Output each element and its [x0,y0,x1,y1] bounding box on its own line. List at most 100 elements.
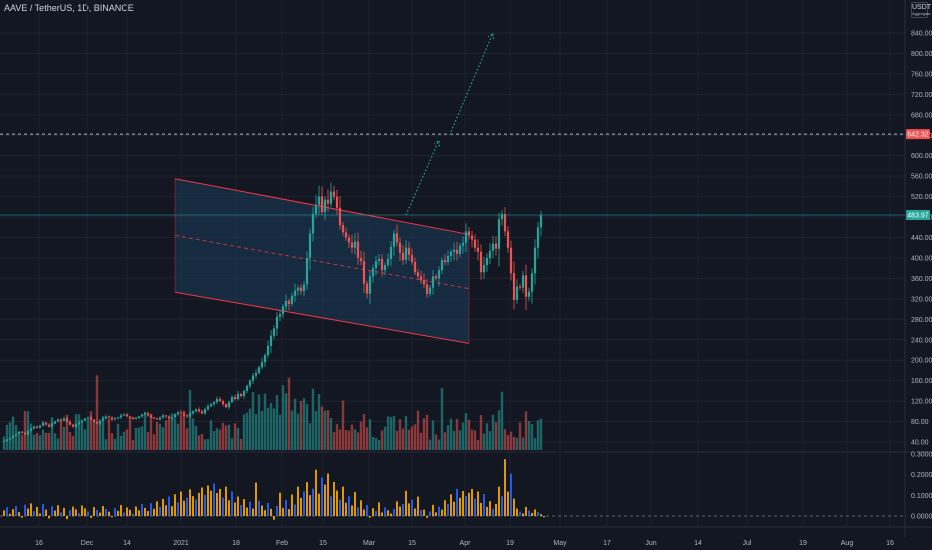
x-tick-label: 14 [123,540,131,547]
candle-body [341,225,345,233]
osc-bar [171,506,173,516]
candle-body [389,246,393,259]
candle-body [539,215,543,228]
volume-bar [8,422,12,450]
candle-body [218,399,222,402]
candle-body [320,196,324,212]
candle-body [35,426,39,428]
osc-tick-label: 0.2000 [911,472,932,479]
y-tick-label: 800.00 [911,51,932,58]
volume-bar [158,423,162,450]
candle-body [26,430,30,435]
volume-bar [92,422,96,450]
candle-body [2,440,6,442]
y-tick-label: 240.00 [911,337,932,344]
currency-button[interactable]: USDT Aggregate [911,2,931,18]
volume-bar [314,411,318,450]
osc-bar [423,509,425,516]
volume-bar [512,436,516,450]
osc-bar [12,509,14,516]
candle-body [377,258,381,262]
osc-bar [324,484,326,516]
osc-bar [222,497,224,516]
y-tick-label: 400.00 [911,255,932,262]
candle-body [257,367,261,373]
osc-bar [456,488,458,516]
candle-body [233,397,237,400]
candle-body [251,375,255,381]
volume-bar [536,420,540,450]
volume-bar [293,398,297,450]
candle-body [518,286,522,288]
osc-bar [144,507,146,516]
volume-bar [209,420,213,450]
volume-bar [56,438,60,450]
osc-bar [357,507,359,516]
osc-bar [261,505,263,516]
candle-body [332,191,336,197]
volume-bar [395,430,399,450]
candle-body [446,255,450,263]
y-tick-label: 840.00 [911,31,932,38]
candle-body [77,422,81,425]
osc-bar [474,498,476,516]
candle-body [371,268,375,277]
volume-bar [188,389,192,450]
osc-bar [174,494,176,516]
candle-body [488,250,492,258]
candle-body [134,417,138,419]
volume-bar [479,415,483,450]
osc-bar [75,509,77,516]
osc-bar [321,477,323,516]
osc-bar [312,488,314,516]
volume-bar [200,433,204,450]
price-axis: 840.00800.00760.00720.00680.00640.00600.… [906,31,932,521]
candle-body [533,247,537,274]
candle-body [512,273,516,300]
osc-bar [243,499,245,516]
osc-bar [102,506,104,516]
candle-body [50,423,54,427]
volume-bar [356,432,360,450]
volume-bar [53,433,57,450]
osc-bar [147,511,149,516]
candle-body [404,247,408,260]
osc-bar [396,501,398,516]
candle-body [248,380,252,386]
volume-bar [95,375,99,450]
volume-bar [530,424,534,450]
volume-bar [176,423,180,450]
volume-bar [467,419,471,450]
candle-body [455,249,459,254]
volume-bar [86,419,90,450]
osc-bar [306,482,308,516]
volume-bar [77,414,81,450]
volume-bar [113,438,117,450]
candle-body [44,422,48,425]
osc-bar [531,512,533,516]
candle-body [395,233,399,243]
volume-bar [452,430,456,450]
osc-bar [93,507,95,516]
osc-bar [42,504,44,516]
osc-bar [156,501,158,516]
x-tick-label: Apr [460,540,472,547]
osc-bar [378,502,380,516]
osc-bar [309,495,311,516]
osc-bar [393,508,395,516]
x-tick-label: 18 [232,540,240,547]
volume-bar [377,439,381,450]
volume-bar [485,423,489,450]
volume-bar [368,419,372,450]
volume-bar [329,418,333,450]
osc-bar [213,483,215,516]
volume-bar [503,429,507,450]
volume-bar [278,414,282,450]
candle-body [278,314,282,317]
volume-bar [500,391,504,450]
osc-bar [189,489,191,516]
candle-body [158,417,162,420]
candle-body [65,418,69,422]
volume-bar [230,438,234,450]
